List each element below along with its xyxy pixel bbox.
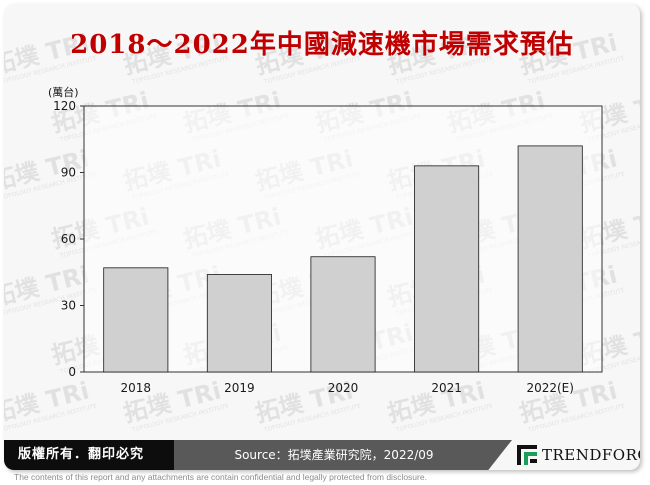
y-axis-unit-label: (萬台) (48, 85, 79, 99)
x-tick-label: 2022(E) (526, 381, 573, 395)
y-tick-label: 60 (61, 232, 76, 246)
y-tick-label: 0 (68, 365, 76, 379)
trendforce-logo-icon (517, 445, 537, 465)
bar-2021 (414, 165, 480, 373)
chart-title: 2018～2022年中國減速機市場需求預估 (70, 30, 574, 60)
x-tick-label: 2021 (431, 381, 462, 395)
bar-2019 (206, 274, 272, 373)
bar-2022(E) (517, 145, 583, 373)
bar-chart: (萬台) 0 30 60 90 120 2018 2019 2020 2021 2022(E) (48, 85, 603, 395)
footer-bar: 版權所有．翻印必究 Source：拓墣產業研究院，2022/09 TRENDFO… (4, 440, 640, 470)
bar-2018 (103, 267, 169, 373)
trendforce-logo-text: TRENDFORCE (542, 446, 640, 464)
copyright-notice: 版權所有．翻印必究 (4, 440, 174, 470)
bar-series (103, 145, 583, 373)
report-card: 拓墣 TRi TOPOLOGY RESEARCH INSTITUTE 拓墣 TRi T… (4, 4, 640, 470)
bar-2020 (310, 256, 376, 373)
y-tick-label: 90 (61, 166, 76, 180)
source-label: Source：拓墣產業研究院，2022/09 (174, 440, 512, 470)
x-tick-label: 2018 (121, 381, 152, 395)
x-axis-ticks: 2018 2019 2020 2021 2022(E) (121, 381, 574, 395)
x-tick-label: 2019 (224, 381, 255, 395)
y-tick-label: 30 (61, 299, 76, 313)
y-axis-ticks: 0 30 60 90 120 (53, 99, 84, 379)
x-tick-label: 2020 (328, 381, 359, 395)
confidentiality-disclaimer: The contents of this report and any atta… (14, 472, 427, 482)
y-tick-label: 120 (53, 99, 76, 113)
trendforce-logo: TRENDFORCE (516, 442, 640, 468)
source-text: Source：拓墣產業研究院，2022/09 (234, 448, 434, 462)
